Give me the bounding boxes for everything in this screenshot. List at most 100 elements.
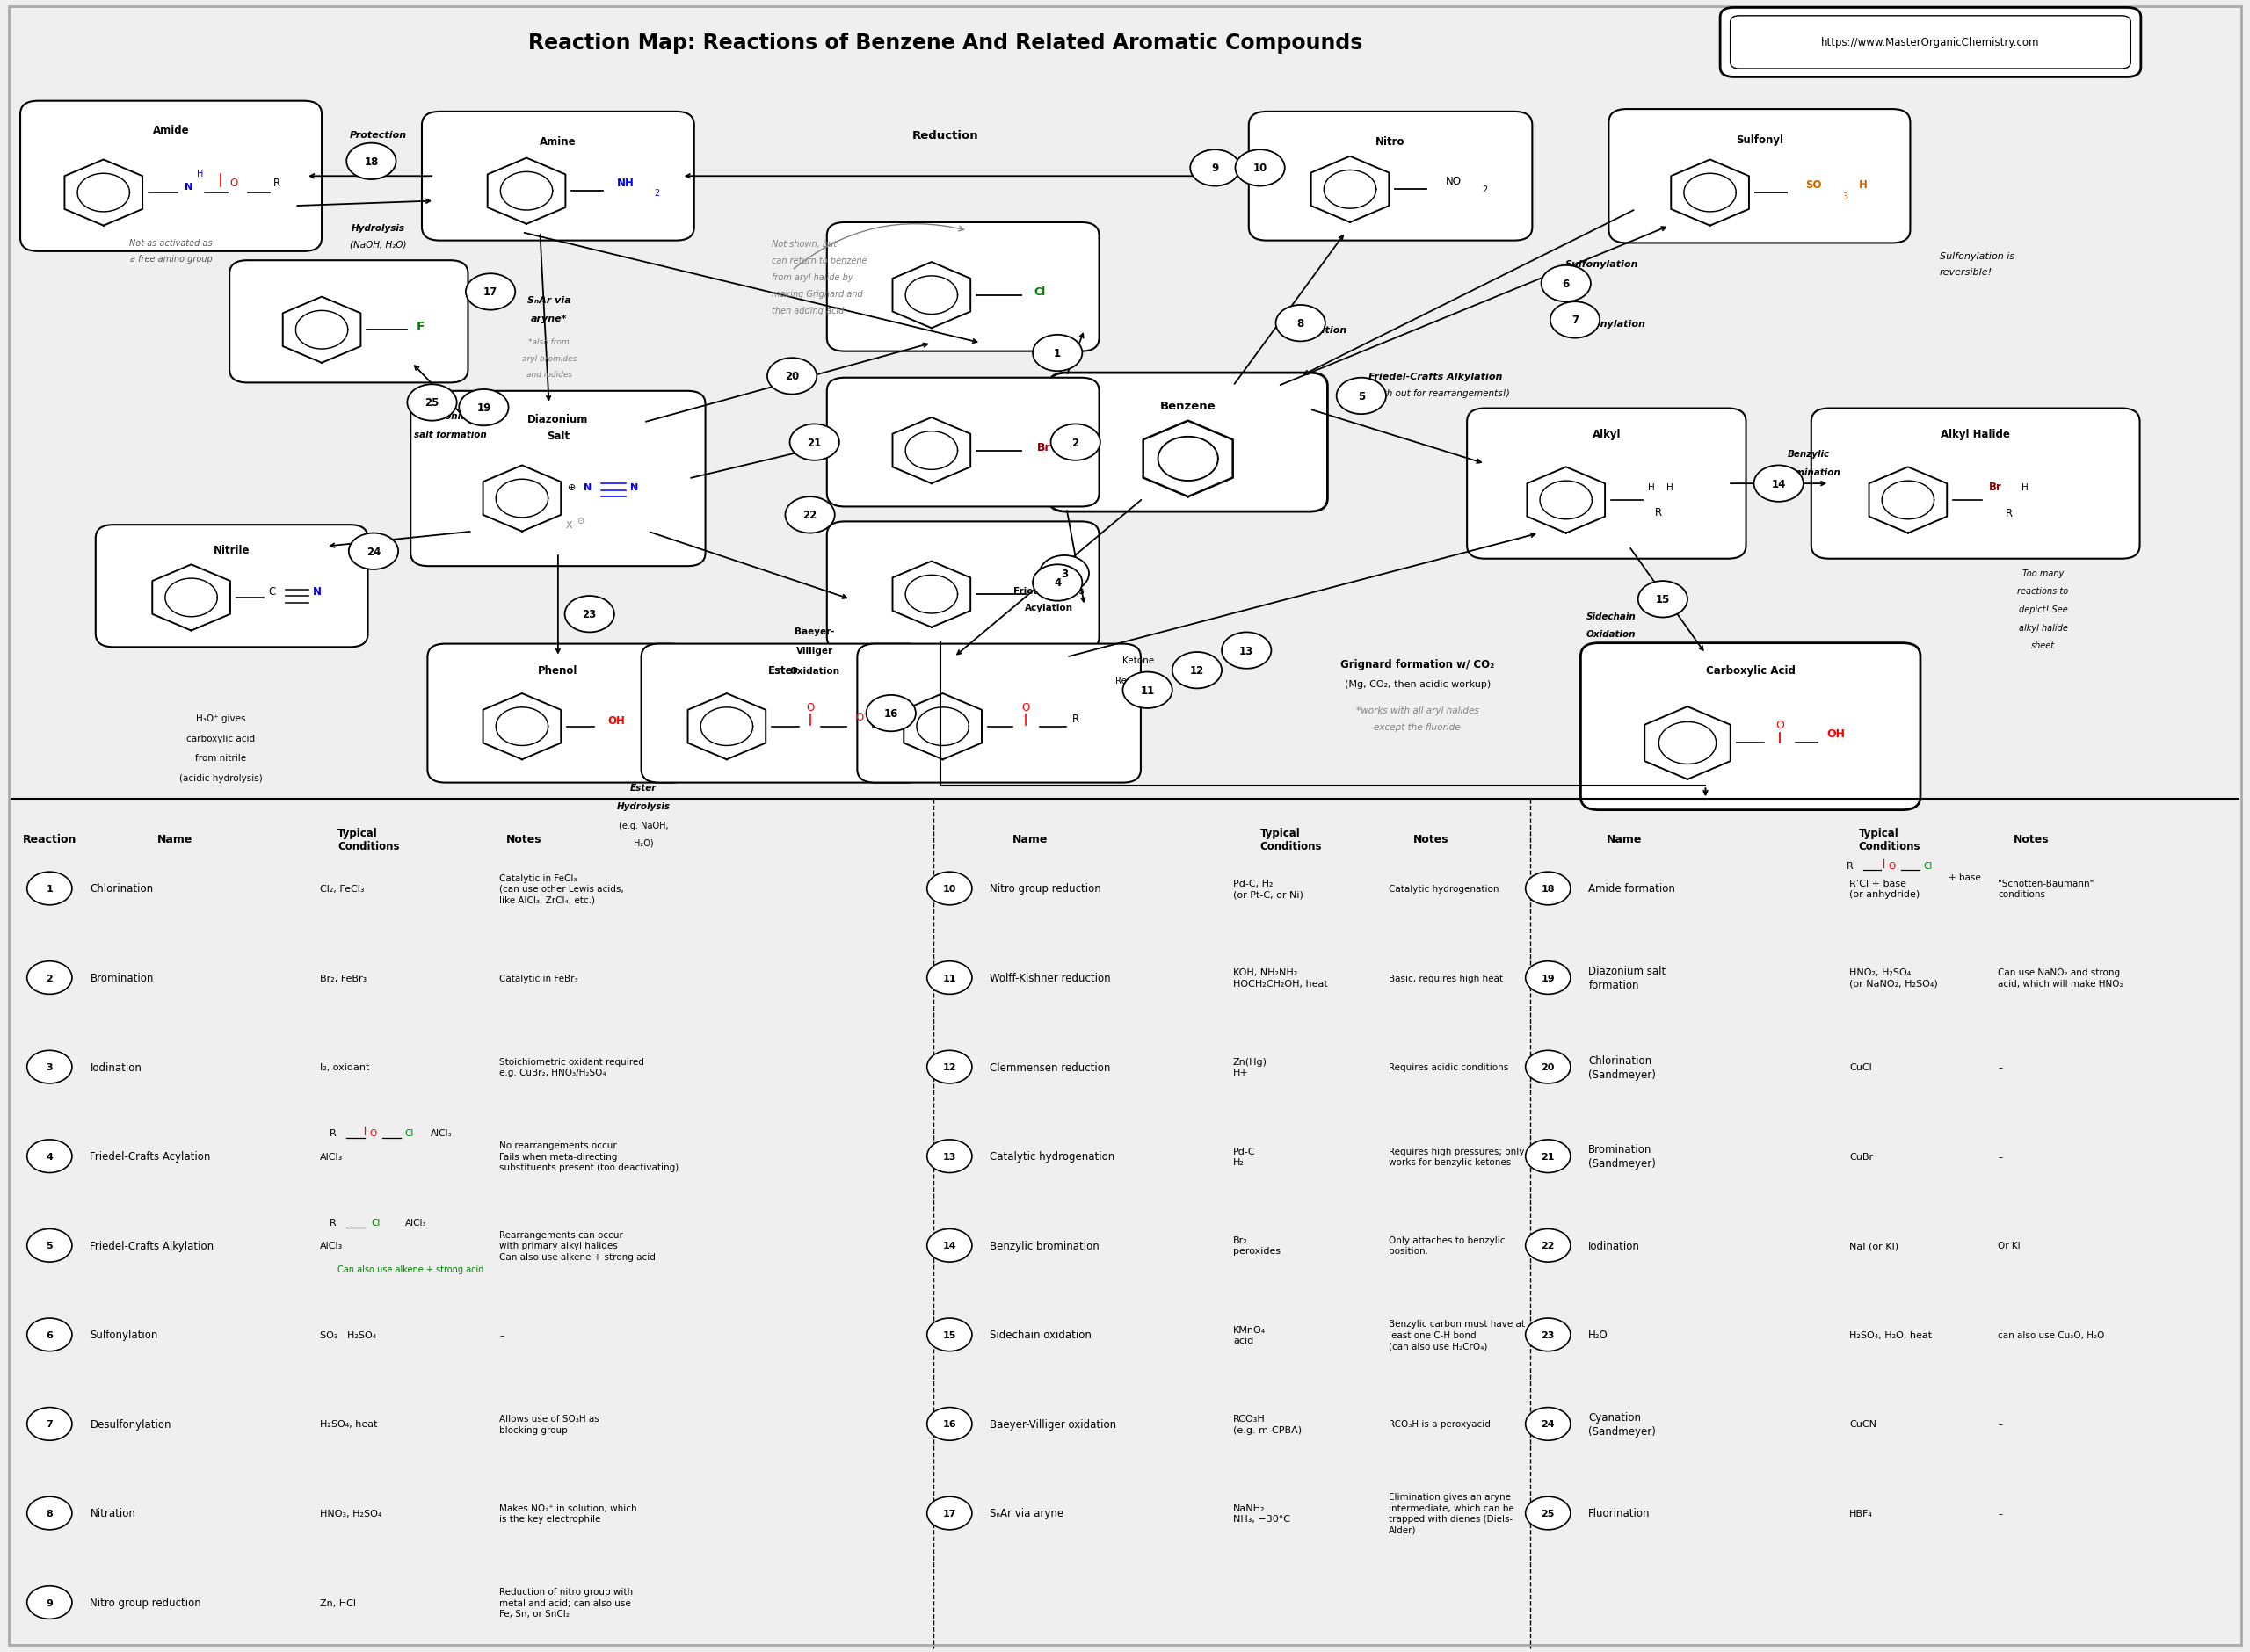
Text: Cl: Cl: [1924, 861, 1933, 871]
FancyBboxPatch shape: [1467, 410, 1746, 558]
Text: Cl: Cl: [1033, 287, 1046, 297]
Text: Name: Name: [1012, 834, 1048, 844]
Circle shape: [1033, 565, 1082, 601]
Text: 20: 20: [785, 372, 799, 382]
Text: (NaOH, H₂O): (NaOH, H₂O): [349, 240, 407, 249]
Text: Can use NaNO₂ and strong
acid, which will make HNO₂: Can use NaNO₂ and strong acid, which wil…: [1998, 968, 2124, 988]
Circle shape: [767, 358, 817, 395]
Text: 1: 1: [45, 884, 54, 894]
Circle shape: [927, 1497, 972, 1530]
Text: depict! See: depict! See: [2018, 605, 2068, 615]
Text: 9: 9: [1211, 164, 1220, 173]
Text: Br₂, FeBr₃: Br₂, FeBr₃: [320, 973, 367, 983]
Text: (acidic hydrolysis): (acidic hydrolysis): [178, 773, 263, 783]
Text: Basic, requires high heat: Basic, requires high heat: [1388, 973, 1503, 983]
FancyBboxPatch shape: [230, 261, 468, 383]
Circle shape: [1550, 302, 1600, 339]
Text: Typical
Conditions: Typical Conditions: [1858, 828, 1921, 851]
Text: Nitro group reduction: Nitro group reduction: [90, 1597, 202, 1607]
FancyBboxPatch shape: [1609, 109, 1910, 244]
Text: 17: 17: [943, 1508, 956, 1518]
Text: NH: NH: [616, 178, 634, 188]
Text: 16: 16: [943, 1419, 956, 1429]
Text: Typical
Conditions: Typical Conditions: [1260, 828, 1323, 851]
Text: Iodination: Iodination: [1588, 1241, 1640, 1251]
Text: then adding acid: then adding acid: [772, 306, 844, 316]
Text: R: R: [1845, 861, 1854, 871]
Text: sheet: sheet: [2032, 641, 2054, 651]
Text: *works with all aryl halides: *works with all aryl halides: [1357, 705, 1478, 715]
Text: Zn, HCl: Zn, HCl: [320, 1597, 356, 1607]
Text: HBF₄: HBF₄: [1849, 1508, 1872, 1518]
Text: H: H: [2020, 482, 2030, 492]
Text: SₙAr via aryne: SₙAr via aryne: [990, 1508, 1064, 1518]
Text: 2: 2: [1483, 185, 1487, 195]
Text: R: R: [1654, 507, 1663, 517]
Text: SO₃   H₂SO₄: SO₃ H₂SO₄: [320, 1330, 376, 1340]
Text: H: H: [1665, 482, 1674, 492]
Text: Salt: Salt: [547, 431, 569, 441]
Text: H₂SO₄, heat: H₂SO₄, heat: [320, 1419, 378, 1429]
Text: Or KI: Or KI: [1998, 1241, 2020, 1251]
Text: Wolff-Kishner reduction: Wolff-Kishner reduction: [990, 973, 1112, 983]
Text: –: –: [1998, 1419, 2002, 1429]
Text: Desulfonylation: Desulfonylation: [90, 1419, 171, 1429]
Text: Benzylic bromination: Benzylic bromination: [990, 1241, 1100, 1251]
FancyBboxPatch shape: [1249, 112, 1532, 241]
Circle shape: [1526, 1497, 1570, 1530]
Text: 7: 7: [1570, 316, 1580, 325]
Text: Friedel-Crafts Alkylation: Friedel-Crafts Alkylation: [1368, 372, 1503, 382]
Text: 3: 3: [47, 1062, 52, 1072]
Text: https://www.MasterOrganicChemistry.com: https://www.MasterOrganicChemistry.com: [1820, 38, 2041, 48]
Text: –: –: [1998, 1508, 2002, 1518]
Circle shape: [27, 961, 72, 995]
Circle shape: [1541, 266, 1591, 302]
Text: KOH, NH₂NH₂
HOCH₂CH₂OH, heat: KOH, NH₂NH₂ HOCH₂CH₂OH, heat: [1233, 968, 1327, 988]
Circle shape: [27, 1229, 72, 1262]
Circle shape: [790, 425, 839, 461]
Text: 13: 13: [943, 1151, 956, 1161]
Text: Baeyer-Villiger oxidation: Baeyer-Villiger oxidation: [990, 1419, 1116, 1429]
Text: Notes: Notes: [1413, 834, 1449, 844]
Text: Ester: Ester: [767, 666, 799, 676]
Text: Friedel-Crafts: Friedel-Crafts: [1012, 586, 1084, 596]
Text: 21: 21: [1541, 1151, 1555, 1161]
Text: SₙAr via: SₙAr via: [527, 296, 572, 306]
Circle shape: [1755, 466, 1802, 502]
Text: carboxylic acid: carboxylic acid: [187, 733, 254, 743]
FancyBboxPatch shape: [409, 392, 706, 567]
Text: Only attaches to benzylic
position.: Only attaches to benzylic position.: [1388, 1236, 1505, 1256]
Text: 10: 10: [943, 884, 956, 894]
Text: making Grignard and: making Grignard and: [772, 289, 864, 299]
Text: OH: OH: [1827, 729, 1845, 738]
Text: 23: 23: [583, 610, 596, 620]
Text: Name: Name: [158, 834, 193, 844]
FancyBboxPatch shape: [423, 112, 693, 241]
Text: Name: Name: [1606, 834, 1642, 844]
FancyBboxPatch shape: [1811, 410, 2140, 558]
Circle shape: [1526, 1318, 1570, 1351]
Circle shape: [866, 695, 916, 732]
Text: Catalytic in FeCl₃
(can use other Lewis acids,
like AlCl₃, ZrCl₄, etc.): Catalytic in FeCl₃ (can use other Lewis …: [500, 874, 623, 904]
Text: 2: 2: [1071, 438, 1080, 448]
Circle shape: [346, 144, 396, 180]
Circle shape: [407, 385, 457, 421]
Text: 13: 13: [1240, 646, 1253, 656]
Text: Not shown, but: Not shown, but: [772, 240, 837, 249]
Text: reactions to: reactions to: [2018, 586, 2068, 596]
Text: Sidechain oxidation: Sidechain oxidation: [990, 1330, 1091, 1340]
Text: (Mg, CO₂, then acidic workup): (Mg, CO₂, then acidic workup): [1346, 679, 1490, 689]
Text: Baeyer-: Baeyer-: [794, 626, 835, 636]
Text: 6: 6: [1562, 279, 1570, 289]
Text: 19: 19: [1541, 973, 1555, 983]
Text: R: R: [1071, 714, 1080, 724]
Text: 2: 2: [655, 188, 659, 198]
Circle shape: [1222, 633, 1271, 669]
Text: NO: NO: [1444, 177, 1462, 187]
Text: + base: + base: [1948, 872, 1980, 882]
Text: Hydrolysis: Hydrolysis: [351, 223, 405, 233]
Text: AlCl₃: AlCl₃: [320, 1151, 342, 1161]
Text: 22: 22: [1541, 1241, 1555, 1251]
Text: O: O: [1022, 702, 1030, 712]
Text: Reaction Map: Reactions of Benzene And Related Aromatic Compounds: Reaction Map: Reactions of Benzene And R…: [529, 33, 1361, 53]
